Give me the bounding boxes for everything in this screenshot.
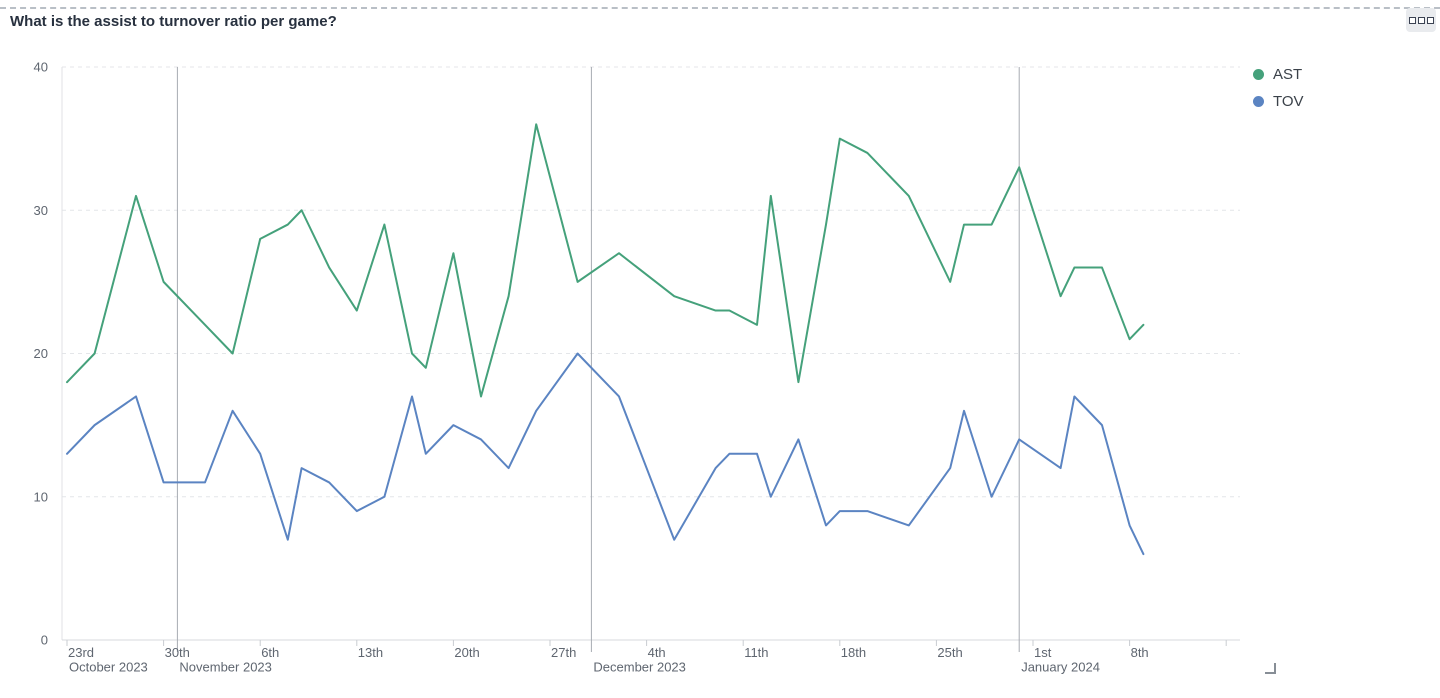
svg-text:4th: 4th <box>648 645 666 660</box>
svg-text:20: 20 <box>34 346 48 361</box>
menu-square-icon <box>1426 16 1434 24</box>
menu-square-icon <box>1408 16 1416 24</box>
page-title: What is the assist to turnover ratio per… <box>10 13 337 30</box>
card-header: What is the assist to turnover ratio per… <box>10 12 1392 32</box>
svg-text:8th: 8th <box>1131 645 1149 660</box>
legend-dot-tov-icon <box>1253 96 1264 107</box>
svg-text:27th: 27th <box>551 645 576 660</box>
legend: AST TOV <box>1253 66 1304 110</box>
legend-item-tov[interactable]: TOV <box>1253 93 1304 110</box>
card-top-dashed-border <box>0 7 1440 9</box>
svg-text:10: 10 <box>34 489 48 504</box>
svg-text:30: 30 <box>34 203 48 218</box>
legend-label-ast: AST <box>1273 66 1303 83</box>
resize-handle-icon[interactable] <box>1265 663 1276 674</box>
card-menu-button[interactable] <box>1406 8 1436 32</box>
svg-text:1st: 1st <box>1034 645 1052 660</box>
legend-item-ast[interactable]: AST <box>1253 66 1304 83</box>
legend-label-tov: TOV <box>1273 93 1304 110</box>
legend-dot-ast-icon <box>1253 69 1264 80</box>
svg-text:6th: 6th <box>261 645 279 660</box>
svg-text:December 2023: December 2023 <box>593 660 686 675</box>
svg-text:13th: 13th <box>358 645 383 660</box>
svg-text:11th: 11th <box>744 645 768 660</box>
svg-text:25th: 25th <box>937 645 962 660</box>
menu-square-icon <box>1417 16 1425 24</box>
svg-text:18th: 18th <box>841 645 866 660</box>
svg-text:0: 0 <box>41 633 48 648</box>
svg-text:October 2023: October 2023 <box>69 660 148 675</box>
svg-text:30th: 30th <box>165 645 190 660</box>
svg-text:January 2024: January 2024 <box>1021 660 1100 675</box>
svg-text:20th: 20th <box>454 645 479 660</box>
svg-text:November 2023: November 2023 <box>179 660 272 675</box>
svg-text:40: 40 <box>34 60 48 75</box>
svg-text:23rd: 23rd <box>68 645 94 660</box>
